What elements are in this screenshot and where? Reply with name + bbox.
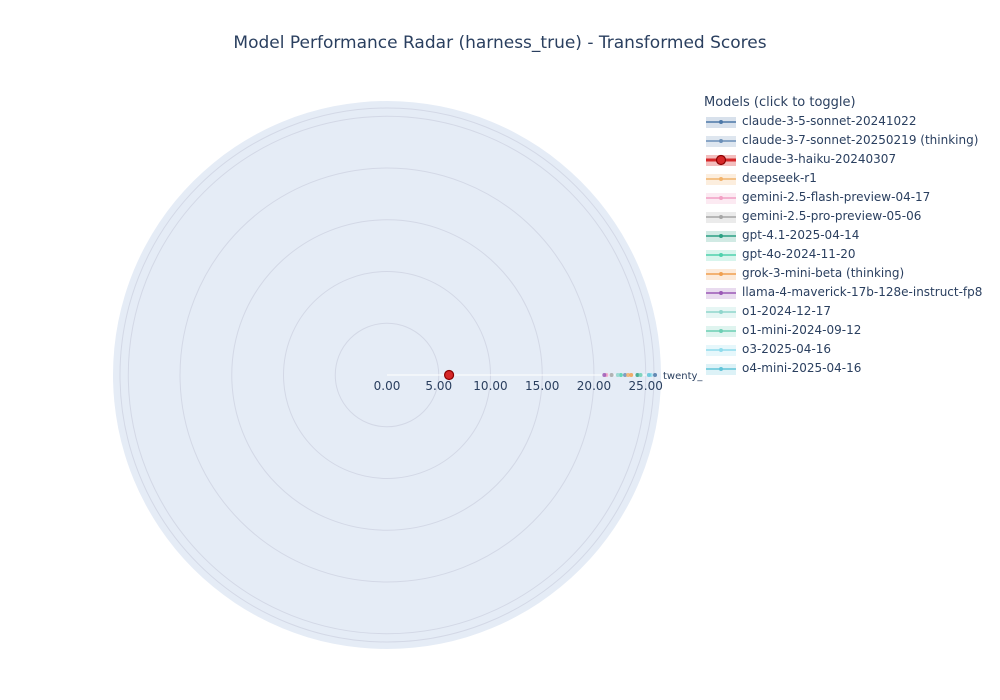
- legend-item-4[interactable]: gemini-2.5-flash-preview-04-17: [704, 188, 996, 207]
- radial-tick-5: 25.00: [629, 379, 663, 393]
- series-2: [443, 369, 455, 381]
- legend-item-12[interactable]: o3-2025-04-16: [704, 340, 996, 359]
- legend-swatch-7: [706, 250, 736, 261]
- legend-swatch-12: [706, 345, 736, 356]
- legend-swatch-0: [706, 117, 736, 128]
- series-9: [602, 373, 607, 377]
- series-0: [653, 373, 658, 377]
- polar-grid: [119, 107, 655, 643]
- radial-tick-2: 10.00: [473, 379, 507, 393]
- legend-swatch-3: [706, 174, 736, 185]
- legend-item-1[interactable]: claude-3-7-sonnet-20250219 (thinking): [704, 131, 996, 150]
- series-13-point-0: [646, 373, 651, 377]
- legend-item-5[interactable]: gemini-2.5-pro-preview-05-06: [704, 207, 996, 226]
- series-layer: [443, 369, 658, 381]
- legend-swatch-4: [706, 193, 736, 204]
- legend-item-3[interactable]: deepseek-r1: [704, 169, 996, 188]
- legend-swatch-8: [706, 269, 736, 280]
- legend-swatch-2: [706, 154, 736, 166]
- series-9-point-0: [602, 373, 607, 377]
- series-5-point-0: [609, 373, 614, 377]
- angular-axis-labels: twenty_: [663, 371, 703, 382]
- legend-label-10: o1-2024-12-17: [742, 304, 832, 318]
- series-3: [626, 373, 631, 377]
- legend-items: claude-3-5-sonnet-20241022 claude-3-7-son…: [704, 112, 996, 378]
- legend-label-9: llama-4-maverick-17b-128e-instruct-fp8: [742, 285, 983, 299]
- legend-label-8: grok-3-mini-beta (thinking): [742, 266, 905, 280]
- radial-tick-0: 0.00: [374, 379, 401, 393]
- series-11: [638, 373, 643, 377]
- series-8: [629, 373, 634, 377]
- radial-tick-4: 20.00: [577, 379, 611, 393]
- legend-label-13: o4-mini-2025-04-16: [742, 361, 862, 375]
- legend-item-6[interactable]: gpt-4.1-2025-04-14: [704, 226, 996, 245]
- legend-swatch-13: [706, 364, 736, 375]
- legend-title: Models (click to toggle): [704, 95, 856, 110]
- series-7: [618, 373, 623, 377]
- legend-swatch-5: [706, 212, 736, 223]
- legend-label-1: claude-3-7-sonnet-20250219 (thinking): [742, 133, 979, 147]
- legend-swatch-11: [706, 326, 736, 337]
- chart-title: Model Performance Radar (harness_true) -…: [233, 33, 767, 53]
- legend-item-10[interactable]: o1-2024-12-17: [704, 302, 996, 321]
- series-8-point-0: [629, 373, 634, 377]
- series-6: [635, 373, 640, 377]
- legend-swatch-10: [706, 307, 736, 318]
- angular-label-0: twenty_: [663, 371, 703, 382]
- series-1: [623, 373, 628, 377]
- legend-label-11: o1-mini-2024-09-12: [742, 323, 862, 337]
- radial-tick-3: 15.00: [525, 379, 559, 393]
- legend-label-2: claude-3-haiku-20240307: [742, 152, 897, 166]
- series-10-point-0: [615, 373, 620, 377]
- series-2-point-0: [443, 369, 455, 381]
- legend-label-4: gemini-2.5-flash-preview-04-17: [742, 190, 931, 204]
- legend-label-12: o3-2025-04-16: [742, 342, 832, 356]
- radial-axis-ticks: 0.00 5.00 10.00 15.00 20.00 25.00: [374, 379, 663, 393]
- legend: Models (click to toggle) claude-3-5-sonn…: [704, 93, 996, 378]
- series-3-point-0: [626, 373, 631, 377]
- legend-label-6: gpt-4.1-2025-04-14: [742, 228, 860, 242]
- legend-item-11[interactable]: o1-mini-2024-09-12: [704, 321, 996, 340]
- legend-label-7: gpt-4o-2024-11-20: [742, 247, 856, 261]
- series-6-point-0: [635, 373, 640, 377]
- legend-swatch-6: [706, 231, 736, 242]
- series-13: [646, 373, 651, 377]
- radial-tick-1: 5.00: [425, 379, 452, 393]
- legend-label-5: gemini-2.5-pro-preview-05-06: [742, 209, 922, 223]
- legend-label-0: claude-3-5-sonnet-20241022: [742, 114, 917, 128]
- series-10: [615, 373, 620, 377]
- series-7-point-0: [618, 373, 623, 377]
- legend-swatch-1: [706, 136, 736, 147]
- legend-item-9[interactable]: llama-4-maverick-17b-128e-instruct-fp8: [704, 283, 996, 302]
- legend-item-13[interactable]: o4-mini-2025-04-16: [704, 359, 996, 378]
- legend-label-3: deepseek-r1: [742, 171, 817, 185]
- legend-item-7[interactable]: gpt-4o-2024-11-20: [704, 245, 996, 264]
- legend-swatch-9: [706, 288, 736, 299]
- series-1-point-0: [623, 373, 628, 377]
- series-0-point-0: [653, 373, 658, 377]
- series-5: [609, 373, 614, 377]
- legend-item-8[interactable]: grok-3-mini-beta (thinking): [704, 264, 996, 283]
- legend-item-2[interactable]: claude-3-haiku-20240307: [704, 150, 996, 169]
- series-11-point-0: [638, 373, 643, 377]
- legend-item-0[interactable]: claude-3-5-sonnet-20241022: [704, 112, 996, 131]
